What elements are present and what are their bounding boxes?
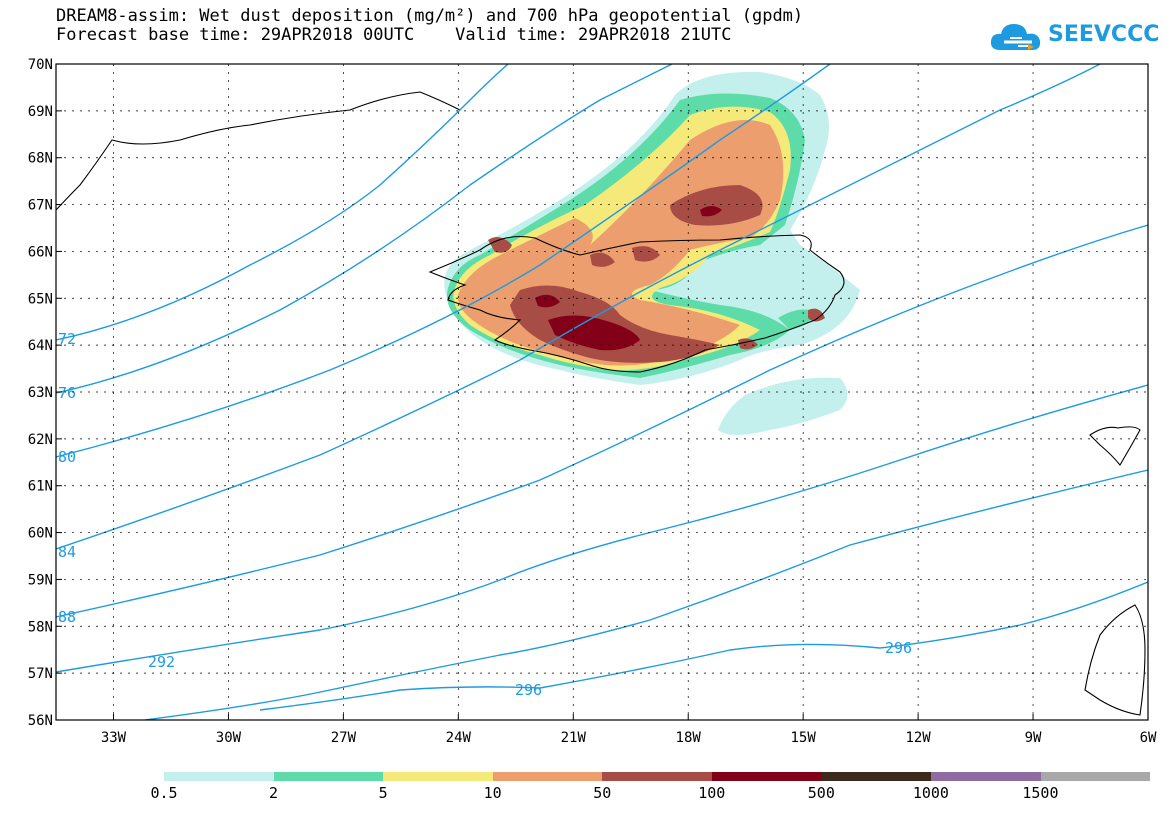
latitude-labels: 70N 69N 68N 67N 66N 65N 64N 63N 62N 61N 60N 59N 58N 5… <box>28 57 53 729</box>
lon-label: 21W <box>561 730 587 746</box>
forecast-time-subtitle: Forecast base time: 29APR2018 00UTC Vali… <box>56 25 732 45</box>
lon-label: 12W <box>905 730 931 746</box>
lon-label: 15W <box>791 730 817 746</box>
contour-label: 296 <box>515 681 542 699</box>
cloud-icon <box>990 24 1041 50</box>
longitude-labels: 33W 30W 27W 24W 21W 18W 15W 12W 9W 6W <box>101 730 1157 746</box>
lat-label: 70N <box>28 57 53 73</box>
color-legend <box>164 772 1151 781</box>
lon-label: 24W <box>446 730 472 746</box>
legend-label: 500 <box>807 784 835 802</box>
map-title: DREAM8-assim: Wet dust deposition (mg/m²… <box>56 6 804 26</box>
legend-label: 1000 <box>912 784 949 802</box>
lon-label: 18W <box>676 730 702 746</box>
lat-label: 65N <box>28 291 53 307</box>
legend-label: 1500 <box>1022 784 1059 802</box>
lat-label: 69N <box>28 104 53 120</box>
lat-label: 67N <box>28 198 53 214</box>
lon-label: 27W <box>331 730 357 746</box>
lon-label: 30W <box>216 730 242 746</box>
legend-swatch <box>930 772 1041 781</box>
legend-swatch <box>711 772 822 781</box>
lat-label: 68N <box>28 151 53 167</box>
logo-text: SEEVCCC <box>1048 22 1160 47</box>
contour-labels: 72 76 80 84 88 292 296 296 <box>58 330 912 699</box>
coastlines <box>56 91 1146 716</box>
contour-label: 84 <box>58 543 76 561</box>
lat-label: 57N <box>28 666 53 682</box>
lon-label: 6W <box>1140 730 1157 746</box>
lat-label: 56N <box>28 713 53 729</box>
legend-swatch <box>821 772 931 781</box>
legend-label: 10 <box>483 784 502 802</box>
legend-label: 2 <box>269 784 279 802</box>
legend-label: 5 <box>378 784 388 802</box>
axis-ticks <box>56 63 1149 721</box>
legend-label: 50 <box>593 784 612 802</box>
contour-label: 296 <box>885 639 912 657</box>
lat-label: 61N <box>28 479 53 495</box>
lat-label: 59N <box>28 572 53 588</box>
map-grid <box>56 64 1148 720</box>
lat-label: 66N <box>28 244 53 260</box>
legend-swatch <box>602 772 712 781</box>
legend-swatch <box>1040 772 1151 781</box>
legend-swatch <box>492 772 603 781</box>
legend-swatch <box>383 772 493 781</box>
contour-label: 80 <box>58 448 76 466</box>
contour-label: 88 <box>58 608 76 626</box>
seevccc-logo: SEEVCCC <box>988 16 1159 56</box>
contour-label: 76 <box>58 384 76 402</box>
contour-label: 292 <box>148 653 175 671</box>
geopotential-contours <box>56 64 1148 720</box>
contour-label: 72 <box>58 330 76 348</box>
lon-label: 33W <box>101 730 127 746</box>
lat-label: 63N <box>28 385 53 401</box>
legend-label: 0.5 <box>150 784 178 802</box>
lat-label: 60N <box>28 526 53 542</box>
lat-label: 62N <box>28 432 53 448</box>
lat-label: 58N <box>28 619 53 635</box>
lat-label: 64N <box>28 338 53 354</box>
legend-swatch <box>164 772 274 781</box>
dust-deposition-shading <box>444 71 860 435</box>
lon-label: 9W <box>1025 730 1042 746</box>
legend-label: 100 <box>698 784 726 802</box>
legend-swatch <box>273 772 384 781</box>
